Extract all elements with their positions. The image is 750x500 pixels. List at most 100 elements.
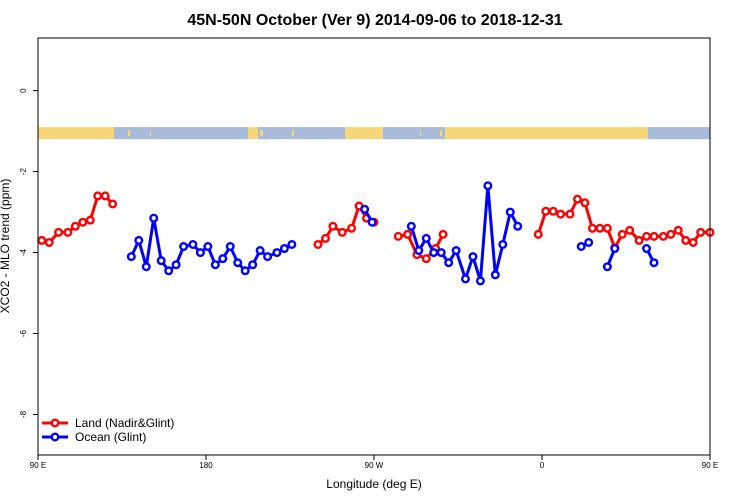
data-point (240, 266, 250, 276)
data-point (642, 244, 652, 254)
data-point (156, 256, 166, 266)
y-axis-label: XCO2 - MLO trend (ppm) (0, 179, 12, 314)
x-axis-label: Longitude (deg E) (326, 477, 421, 491)
data-point (468, 252, 478, 262)
y-tick-label: -6 (19, 329, 28, 337)
island-speckle (420, 130, 421, 137)
data-point (421, 254, 431, 264)
data-point (451, 246, 461, 256)
x-tick-label: 90 E (702, 461, 718, 470)
data-point (85, 215, 95, 225)
data-point (78, 217, 88, 227)
data-point (414, 246, 424, 256)
data-point (188, 239, 198, 249)
data-point (658, 231, 668, 241)
data-point (584, 237, 594, 247)
ocean-region (648, 127, 710, 140)
data-point (328, 221, 338, 231)
data-point (248, 260, 258, 270)
data-point (360, 204, 370, 214)
data-point (403, 229, 413, 239)
data-point (218, 254, 228, 264)
data-point (272, 248, 282, 258)
data-point (279, 244, 289, 254)
island-speckle (292, 130, 294, 137)
data-point (541, 206, 551, 216)
series-layer (37, 181, 715, 286)
x-axis: 90 E 180 90 W 0 90 E (30, 455, 718, 470)
y-tick-label: 0 (19, 88, 28, 93)
data-point (44, 237, 54, 247)
data-point (54, 227, 64, 237)
data-point (126, 252, 136, 262)
data-point (149, 213, 159, 223)
data-point (406, 221, 416, 231)
data-point (556, 209, 566, 219)
plot-frame (37, 37, 711, 456)
data-point (533, 229, 543, 239)
ocean-region (258, 127, 345, 140)
data-point (63, 227, 73, 237)
series-line (41, 194, 114, 244)
legend-label: Ocean (Glint) (75, 430, 146, 444)
x-tick-label: 90 W (365, 461, 384, 470)
y-axis: 0 -2 -4 -6 -8 (19, 88, 38, 418)
data-point (696, 227, 706, 237)
x-tick-label: 180 (199, 461, 213, 470)
data-point (498, 239, 508, 249)
data-point (393, 231, 403, 241)
data-point (565, 209, 575, 219)
data-point (421, 233, 431, 243)
data-point (617, 229, 627, 239)
data-point (347, 223, 357, 233)
data-point (225, 241, 235, 251)
y-tick-label: -2 (19, 168, 28, 176)
legend-marker (50, 432, 60, 442)
data-point (444, 258, 454, 268)
data-point (576, 241, 586, 251)
y-tick-label: -8 (19, 410, 28, 418)
data-point (195, 248, 205, 258)
data-point (634, 235, 644, 245)
x-tick-label: 0 (540, 461, 545, 470)
data-point (164, 266, 174, 276)
data-point (108, 199, 118, 209)
data-point (37, 235, 47, 245)
data-point (179, 241, 189, 251)
data-point (438, 229, 448, 239)
series-line (409, 184, 520, 283)
legend-label: Land (Nadir&Glint) (75, 416, 174, 430)
data-point (429, 248, 439, 258)
island-speckle (440, 130, 442, 137)
data-point (681, 235, 691, 245)
data-point (610, 244, 620, 254)
data-point (548, 206, 558, 216)
data-point (587, 223, 597, 233)
data-point (313, 239, 323, 249)
ocean-region (383, 127, 445, 140)
data-point (649, 231, 659, 241)
series-line (129, 216, 293, 273)
island-speckle (260, 130, 263, 137)
data-point (602, 223, 612, 233)
chart-title: 45N-50N October (Ver 9) 2014-09-06 to 20… (187, 12, 562, 29)
data-point (625, 225, 635, 235)
data-point (287, 239, 297, 249)
land-ocean-strip (38, 127, 710, 140)
data-point (70, 221, 80, 231)
data-point (100, 191, 110, 201)
ocean-region (114, 127, 248, 140)
legend: Land (Nadir&Glint)Ocean (Glint) (42, 416, 174, 444)
data-point (263, 252, 273, 262)
data-point (141, 262, 151, 272)
data-point (505, 207, 515, 217)
island-speckle (128, 130, 130, 137)
data-point (475, 276, 485, 286)
data-point (483, 181, 493, 191)
data-point (572, 194, 582, 204)
island-speckle (150, 130, 151, 137)
x-tick-label: 90 E (30, 461, 46, 470)
data-point (203, 241, 213, 251)
data-point (666, 229, 676, 239)
